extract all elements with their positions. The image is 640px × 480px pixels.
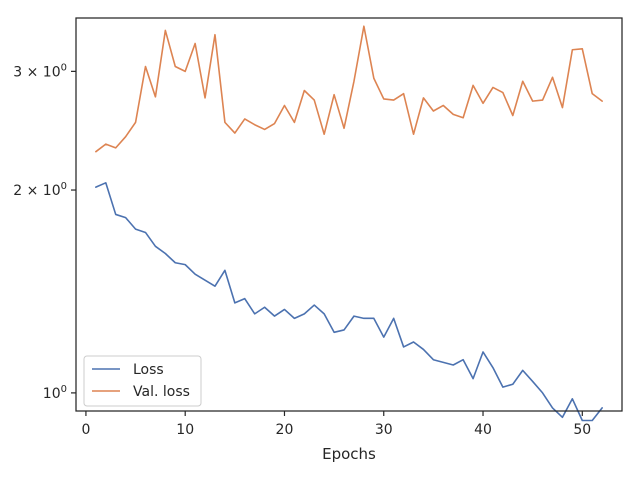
- y-tick-label: 100: [43, 384, 67, 402]
- x-tick-label: 0: [81, 422, 90, 438]
- y-tick-label: 3 × 100: [13, 62, 67, 80]
- x-axis-ticks: 0 10 20 30 40 50: [81, 411, 591, 438]
- x-tick-label: 10: [176, 422, 194, 438]
- y-tick-label: 2 × 100: [13, 181, 67, 199]
- axes-frame: [75, 17, 623, 412]
- x-tick-label: 50: [573, 422, 591, 438]
- legend-label-loss: Loss: [133, 362, 164, 378]
- series-line-loss: [95, 182, 603, 422]
- series-line-val-loss: [95, 25, 603, 153]
- y-axis-ticks: 100 2 × 100 3 × 100: [13, 62, 76, 402]
- x-axis-label: Epochs: [322, 445, 376, 463]
- legend: Loss Val. loss: [83, 355, 202, 407]
- series-lines: [95, 25, 603, 422]
- x-tick-label: 40: [474, 422, 492, 438]
- legend-label-val-loss: Val. loss: [133, 384, 190, 400]
- x-tick-label: 20: [276, 422, 294, 438]
- x-tick-label: 30: [375, 422, 393, 438]
